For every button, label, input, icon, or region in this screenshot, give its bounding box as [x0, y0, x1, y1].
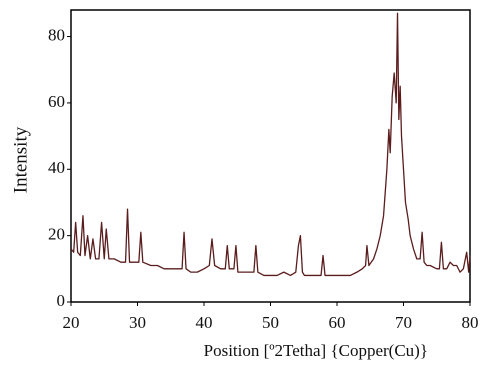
- x-tick-label: 40: [196, 313, 213, 332]
- y-axis-label: Intensity: [10, 126, 31, 193]
- x-tick-label: 50: [262, 313, 279, 332]
- plot-frame: [70, 9, 471, 303]
- x-tick-label: 20: [63, 313, 80, 332]
- x-tick-label: 80: [462, 313, 479, 332]
- x-tick-label: 30: [129, 313, 146, 332]
- y-tick-label: 20: [48, 225, 65, 244]
- x-axis-label: Position [º2Tetha] {Copper(Cu)}: [204, 341, 428, 360]
- y-tick-label: 40: [48, 158, 65, 177]
- y-tick-label: 60: [48, 92, 65, 111]
- x-tick-label: 70: [395, 313, 412, 332]
- y-tick-label: 80: [48, 25, 65, 44]
- data-line: [70, 12, 471, 277]
- x-tick-label: 60: [329, 313, 346, 332]
- y-tick-label: 0: [57, 291, 66, 310]
